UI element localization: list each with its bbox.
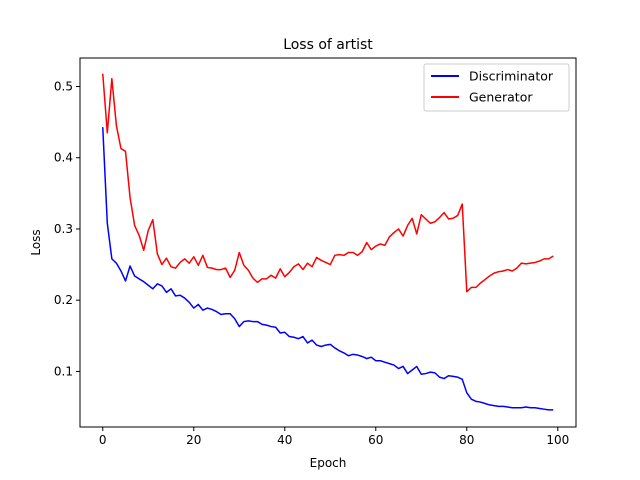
x-tick-label: 40 [277, 433, 292, 447]
legend-label-generator: Generator [469, 90, 533, 105]
x-tick-label: 20 [186, 433, 201, 447]
y-tick-label: 0.2 [54, 293, 73, 307]
x-axis-label: Epoch [310, 456, 347, 470]
series-line-discriminator [102, 127, 554, 411]
x-tick-label: 100 [546, 433, 569, 447]
x-tick-label: 0 [99, 433, 107, 447]
x-tick-label: 80 [459, 433, 474, 447]
y-axis: 0.1 0.2 0.3 0.4 0.5 [54, 79, 80, 378]
series-lines [102, 73, 554, 411]
y-tick-label: 0.3 [54, 222, 73, 236]
series-line-generator [102, 73, 554, 293]
y-axis-label: Loss [29, 229, 43, 255]
y-tick-label: 0.4 [54, 151, 73, 165]
x-axis: 0 20 40 60 80 100 [99, 427, 569, 447]
plot-area [102, 73, 554, 411]
legend-box [423, 63, 570, 112]
legend: Discriminator Generator [423, 63, 570, 112]
y-tick-label: 0.5 [54, 79, 73, 93]
axes-frame [79, 57, 577, 428]
x-tick-label: 60 [368, 433, 383, 447]
chart-title: Loss of artist [283, 37, 373, 53]
y-tick-label: 0.1 [54, 364, 73, 378]
legend-label-discriminator: Discriminator [469, 69, 554, 84]
